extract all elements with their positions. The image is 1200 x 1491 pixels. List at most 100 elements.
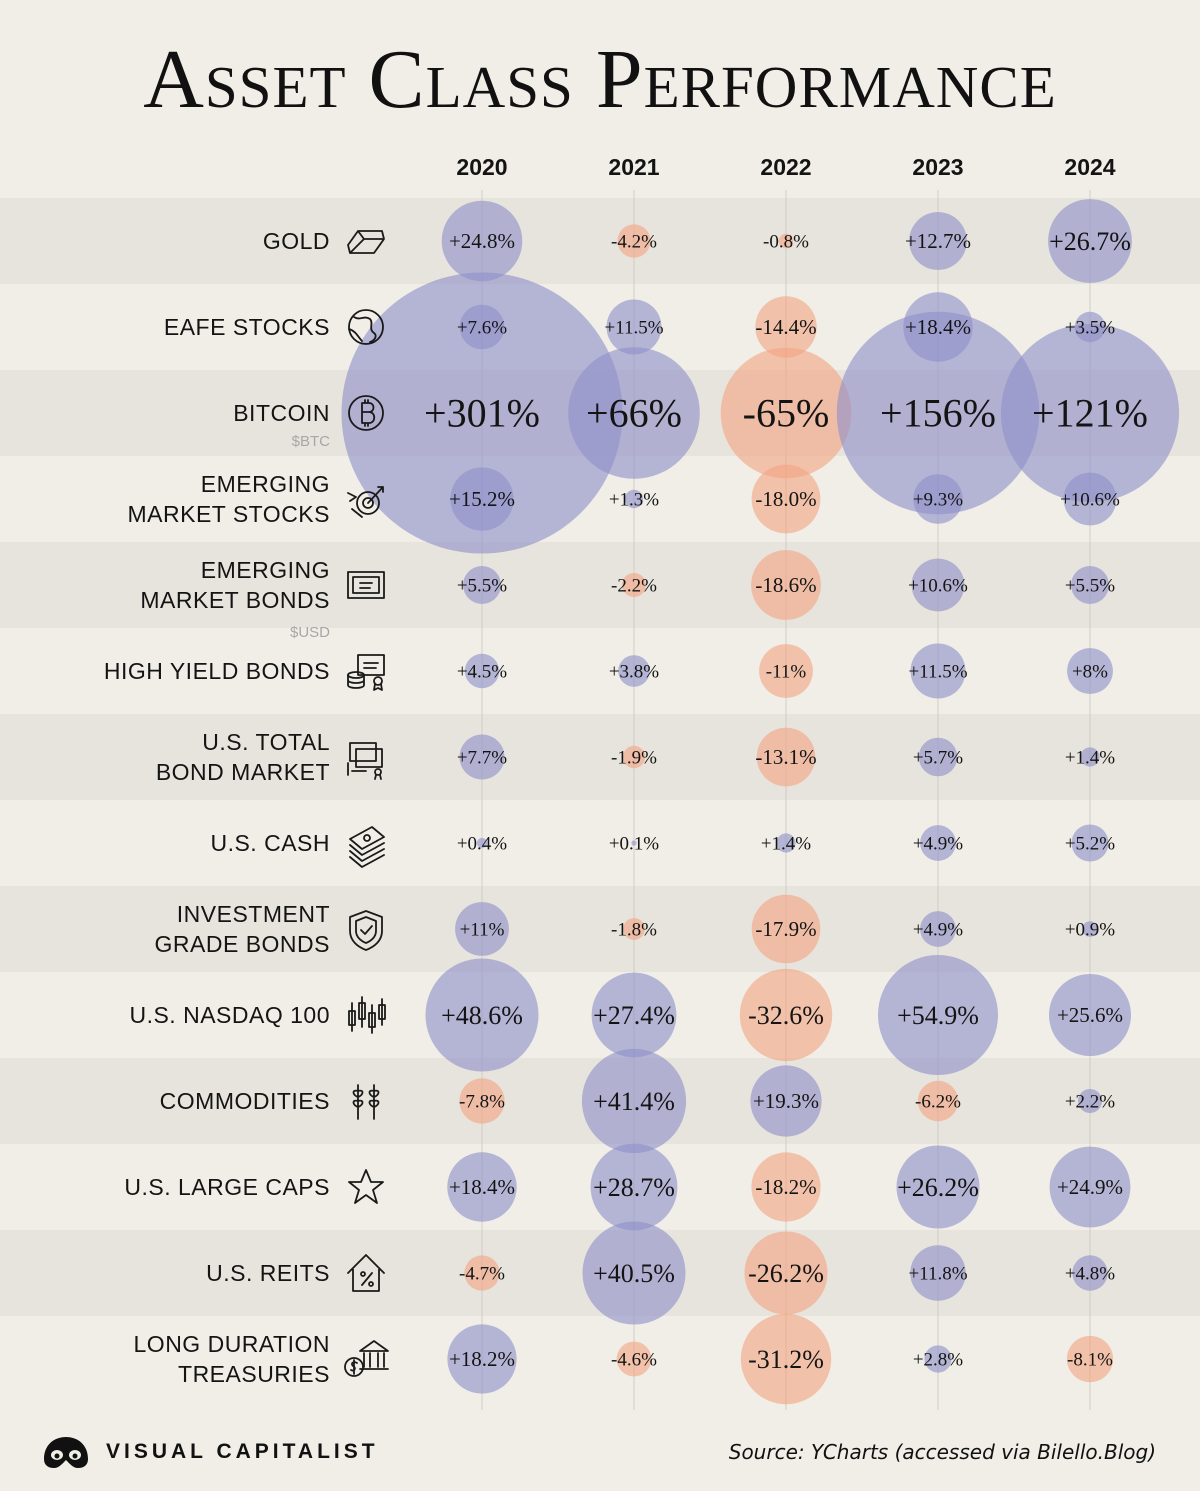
value-label: +5.7% [913, 747, 963, 768]
row-band [0, 198, 1200, 284]
bubble [618, 655, 650, 687]
value-label: +48.6% [441, 1001, 523, 1030]
value-label: +15.2% [449, 487, 515, 511]
value-label: +0.1% [609, 833, 659, 854]
bubble [341, 272, 623, 554]
bubble [836, 311, 1040, 515]
value-label: +7.6% [457, 317, 507, 338]
brand-name: VISUAL CAPITALIST [106, 1440, 379, 1463]
gold-bar-icon [347, 230, 385, 254]
bubble [920, 825, 956, 861]
row-label: BOND MARKET [156, 759, 330, 785]
value-label: +3.5% [1065, 317, 1115, 338]
value-label: +5.5% [457, 575, 507, 596]
value-label: +8% [1072, 661, 1108, 682]
row-sublabel: $USD [290, 624, 330, 641]
bubble [917, 1080, 959, 1122]
brand-logo: VISUAL CAPITALIST [40, 1432, 379, 1472]
row-label: HIGH YIELD BONDS [104, 658, 330, 684]
value-label: +54.9% [897, 1001, 979, 1030]
bubble [778, 233, 794, 249]
bubble [744, 1231, 828, 1315]
value-label: +28.7% [593, 1173, 675, 1202]
value-label: +25.6% [1057, 1003, 1123, 1027]
bubble [896, 1145, 980, 1229]
value-label: +156% [880, 391, 996, 436]
bubble [1049, 974, 1131, 1056]
value-label: -13.1% [755, 745, 816, 769]
row-label: LONG DURATION [134, 1331, 330, 1357]
value-label: +11% [460, 919, 505, 940]
row-label: GOLD [263, 228, 330, 254]
value-label: +26.7% [1049, 227, 1131, 256]
shield-check-icon [349, 910, 383, 951]
value-label: +10.6% [908, 575, 968, 596]
value-label: +11.5% [604, 317, 663, 338]
year-label: 2024 [1064, 154, 1115, 180]
bubble [631, 840, 637, 846]
bubble [591, 972, 677, 1058]
row-label: EMERGING [201, 557, 330, 583]
bubble [751, 464, 821, 534]
value-label: +12.7% [905, 229, 971, 253]
value-label: +0.4% [457, 833, 507, 854]
value-label: -26.2% [748, 1259, 824, 1288]
bubble [622, 745, 646, 769]
row-label: U.S. TOTAL [202, 729, 330, 755]
bubble [582, 1221, 686, 1325]
value-label: -4.6% [611, 1349, 657, 1370]
bubble [756, 727, 816, 787]
value-label: +4.5% [457, 661, 507, 682]
bubble [581, 1048, 687, 1154]
value-label: +1.4% [1065, 747, 1115, 768]
bubble [751, 550, 821, 620]
candlestick-icon [348, 996, 386, 1034]
value-label: -18.0% [755, 487, 816, 511]
bubble [878, 955, 998, 1075]
row-label: COMMODITIES [160, 1088, 330, 1114]
bubble [464, 1255, 500, 1291]
bubble [459, 734, 505, 780]
row-band [0, 714, 1200, 800]
bubble [1000, 323, 1180, 503]
bubble [1082, 921, 1098, 937]
bubble [441, 200, 523, 282]
value-label: +301% [424, 391, 540, 436]
value-label: +11.8% [908, 1263, 967, 1284]
value-label: +24.9% [1057, 1175, 1123, 1199]
year-label: 2020 [456, 154, 507, 180]
cash-stack-icon [349, 826, 385, 868]
row-icons [344, 230, 389, 1377]
bubble [617, 224, 651, 258]
value-label: +5.2% [1065, 833, 1115, 854]
globe-icon [348, 309, 384, 345]
bubble [1067, 648, 1113, 694]
bubble [463, 566, 501, 604]
value-label: -4.2% [611, 231, 657, 252]
bubble [910, 1245, 966, 1301]
bubble [455, 902, 509, 956]
value-label: -18.6% [755, 573, 816, 597]
bubble [616, 1341, 652, 1377]
value-label: +19.3% [753, 1089, 819, 1113]
row-label: MARKET BONDS [140, 587, 330, 613]
row-band [0, 886, 1200, 972]
year-label: 2021 [608, 154, 659, 180]
bubble [1049, 1146, 1131, 1228]
value-label: +5.5% [1065, 575, 1115, 596]
value-label: -1.8% [611, 919, 657, 940]
bubble [425, 958, 539, 1072]
star-icon [348, 1169, 384, 1204]
bubble [590, 1143, 678, 1231]
value-label: -17.9% [755, 917, 816, 941]
bubble [751, 1152, 821, 1222]
bubble [447, 1324, 517, 1394]
bubble [910, 643, 966, 699]
value-label: -2.2% [611, 575, 657, 596]
bubbles [341, 199, 1180, 1405]
value-label: +66% [586, 391, 682, 436]
value-label: +121% [1032, 391, 1148, 436]
value-label: +2.8% [913, 1349, 963, 1370]
value-label: +26.2% [897, 1173, 979, 1202]
